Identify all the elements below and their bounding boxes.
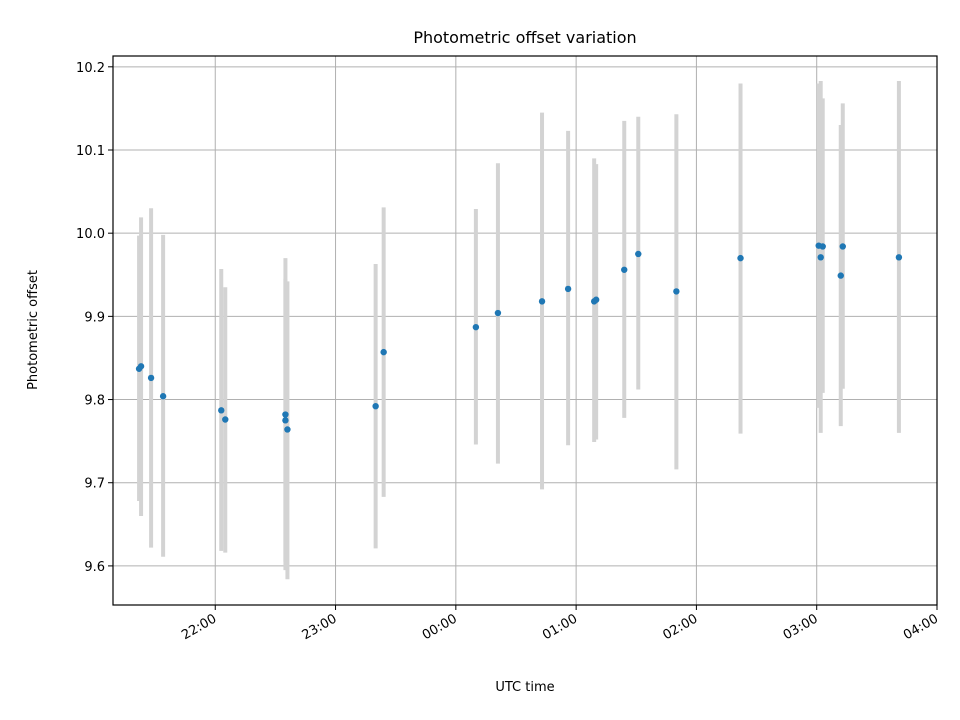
data-point [592, 296, 600, 303]
data-point [673, 288, 680, 295]
data-point [817, 254, 824, 261]
y-axis: 9.6 9.7 9.8 9.9 10.0 10.1 10.2 [76, 61, 113, 575]
data-point [222, 416, 229, 423]
data-point [372, 402, 379, 410]
data-point [380, 348, 387, 356]
y-tick-label: 9.8 [84, 394, 105, 409]
y-tick-label: 10.2 [76, 61, 105, 76]
plot-frame [112, 55, 938, 606]
y-tick-label: 9.7 [84, 477, 105, 492]
data-point [159, 393, 167, 400]
data-point [218, 407, 225, 414]
y-tick-label: 9.9 [84, 310, 105, 325]
data-point [819, 243, 826, 250]
y-tick-label: 9.6 [84, 560, 105, 575]
data-point [839, 243, 846, 250]
data-point [137, 363, 145, 370]
data-point [282, 411, 289, 418]
data-point [147, 374, 155, 382]
data-point [635, 250, 642, 258]
data-point [564, 285, 572, 293]
grid [113, 56, 938, 605]
data-point [737, 254, 744, 262]
data-point [494, 309, 502, 317]
data-point [284, 426, 291, 433]
data-point [282, 417, 289, 424]
y-tick-label: 10.0 [76, 227, 105, 242]
x-axis-label: UTC time [495, 680, 554, 695]
chart-title: Photometric offset variation [413, 28, 636, 47]
data-point [837, 272, 844, 279]
data-point [621, 266, 628, 273]
data-point [895, 254, 903, 261]
data-point [472, 323, 480, 331]
y-axis-label: Photometric offset [26, 270, 41, 390]
data-points [135, 242, 903, 433]
data-point [538, 298, 546, 305]
y-tick-label: 10.1 [76, 144, 105, 159]
